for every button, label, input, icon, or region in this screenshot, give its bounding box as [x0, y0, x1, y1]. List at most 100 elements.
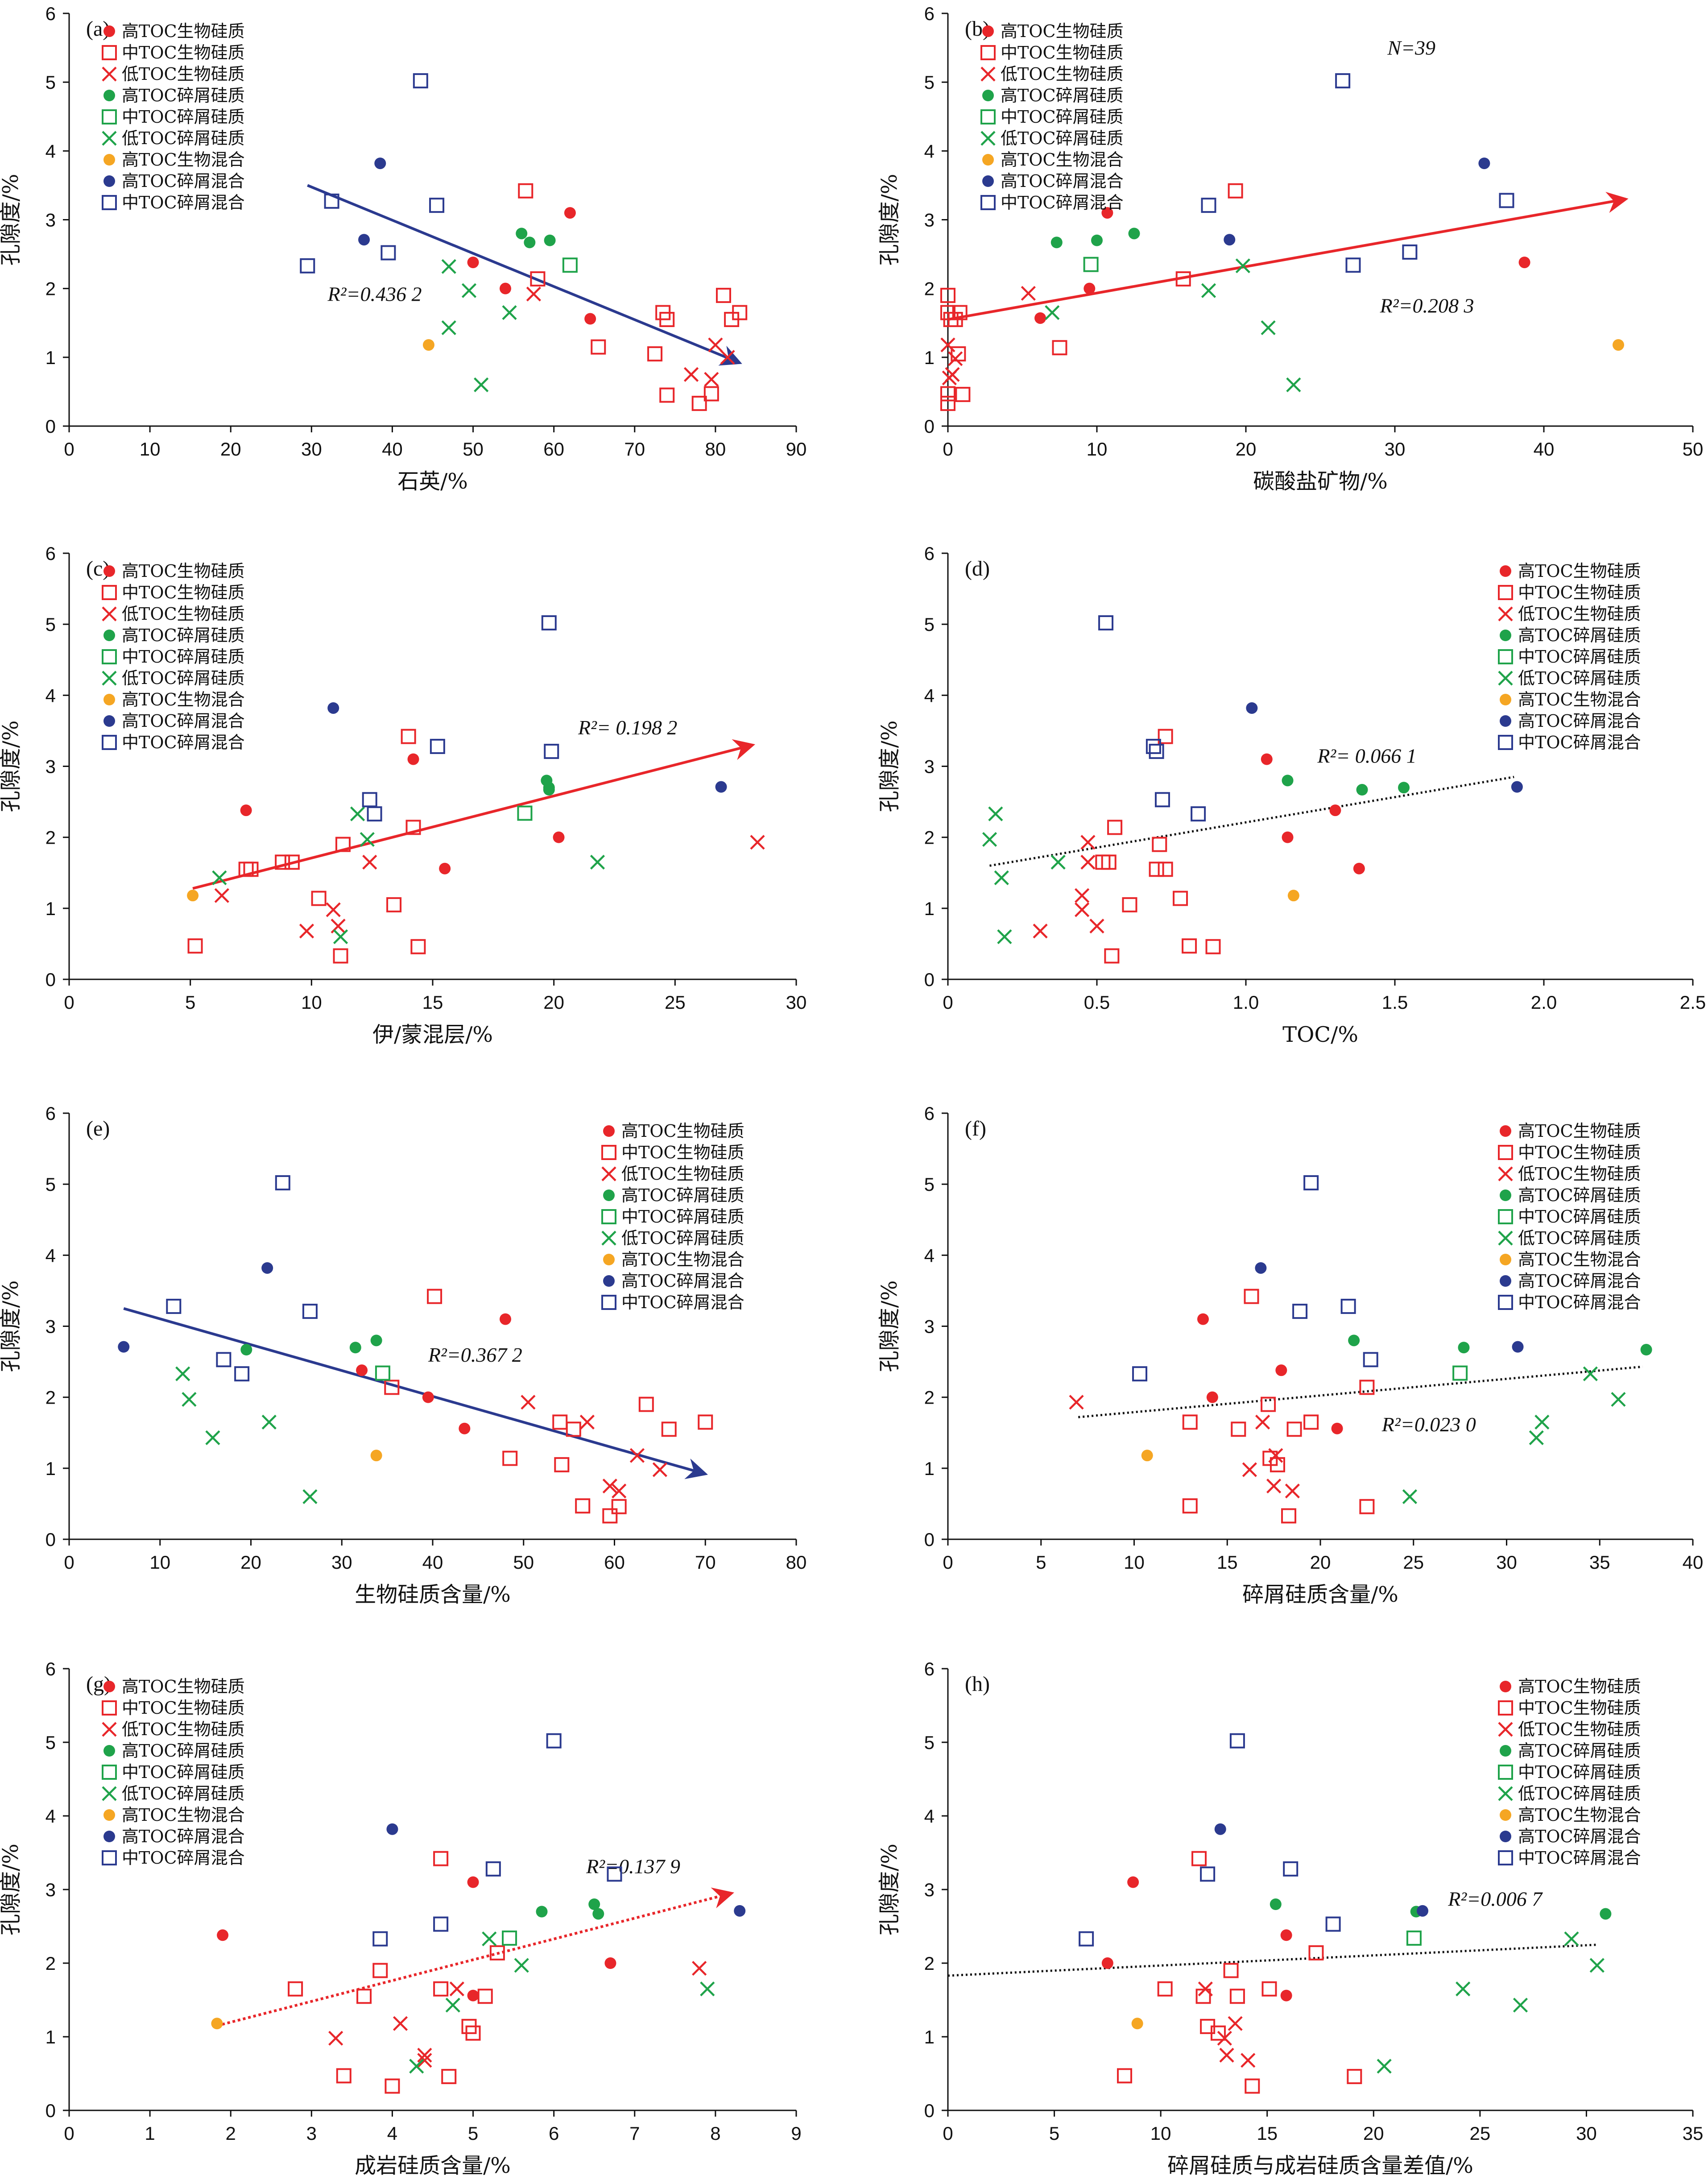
data-point-hb — [1261, 753, 1273, 765]
legend-marker-md — [102, 649, 117, 664]
data-point-mb — [1101, 854, 1117, 870]
legend-marker-hb — [1500, 565, 1511, 577]
legend-marker-hd — [1500, 630, 1511, 641]
legend-marker-hdm — [1500, 715, 1511, 727]
x-tick-label: 10 — [149, 1552, 170, 1573]
data-point-mb — [333, 948, 348, 964]
y-axis-title: 孔隙度/% — [877, 1281, 902, 1372]
legend-label-md: 中TOC碎屑硅质 — [1518, 1207, 1641, 1227]
data-point-lb — [720, 350, 735, 365]
data-point-mb — [659, 312, 675, 327]
data-point-mb — [1286, 1421, 1302, 1437]
data-point-ld — [474, 377, 489, 393]
legend-label-hbm: 高TOC生物混合 — [1518, 690, 1641, 709]
x-axis-title: 碳酸盐矿物/% — [1253, 469, 1388, 494]
data-point-hb — [1353, 862, 1365, 874]
x-tick-label: 20 — [1236, 439, 1257, 460]
y-tick-label: 4 — [924, 1806, 935, 1827]
data-point-hb — [1206, 1391, 1218, 1403]
y-axis-title: 孔隙度/% — [0, 721, 23, 812]
data-point-ld — [1456, 1981, 1471, 1997]
r-squared-label: R²= 0.066 1 — [1317, 745, 1416, 767]
legend-label-hdm: 高TOC碎屑混合 — [1001, 171, 1124, 191]
data-point-mdm — [362, 792, 377, 808]
legend-marker-mdm — [102, 1850, 117, 1865]
data-point-ld — [502, 305, 517, 320]
data-point-lb — [1080, 835, 1096, 850]
legend-marker-hbm — [1500, 694, 1511, 705]
legend-marker-hb — [1500, 1681, 1511, 1692]
legend-marker-ld — [1498, 1786, 1513, 1801]
y-tick-label: 4 — [45, 1806, 56, 1827]
y-tick-label: 1 — [924, 898, 935, 919]
legend-marker-hbm — [103, 694, 115, 705]
data-point-mb — [433, 1981, 449, 1997]
data-point-hb — [467, 1989, 479, 2002]
data-point-lb — [940, 337, 955, 352]
data-point-mb — [1149, 862, 1164, 877]
legend-label-hb: 高TOC生物硅质 — [1518, 1677, 1641, 1696]
data-point-mb — [602, 1508, 618, 1524]
panel-e: 0 10 20 30 40 50 60 70 80 0 1 2 3 4 5 6 生物硅质含量/% 孔隙度/% (e)… — [0, 1103, 806, 1607]
data-point-ld — [441, 320, 456, 336]
x-axis-title: 碎屑硅质含量/% — [1242, 1582, 1398, 1607]
legend-marker-md — [1498, 1765, 1513, 1780]
legend-label-md: 中TOC碎屑硅质 — [122, 1762, 245, 1782]
data-point-ld — [1564, 1931, 1579, 1947]
x-tick-label: 40 — [382, 439, 403, 460]
data-point-mb — [1158, 729, 1173, 744]
data-point-mb — [1052, 340, 1067, 356]
legend-marker-lb — [601, 1166, 616, 1181]
r-squared-label: R²=0.006 7 — [1447, 1887, 1543, 1910]
legend: 高TOC生物硅质中TOC生物硅质低TOC生物硅质高TOC碎屑硅质中TOC碎屑硅质… — [980, 21, 1124, 212]
data-point-mb — [284, 854, 300, 870]
data-point-lb — [683, 367, 699, 382]
x-tick-label: 30 — [1496, 1552, 1517, 1573]
legend-label-hd: 高TOC碎屑硅质 — [1518, 626, 1641, 645]
data-point-mb — [1229, 1989, 1245, 2004]
legend-label-hb: 高TOC生物硅质 — [122, 21, 245, 41]
x-tick-label: 5 — [1036, 1552, 1046, 1573]
y-tick-label: 1 — [924, 1458, 935, 1479]
legend-marker-hdm — [103, 1831, 115, 1842]
data-point-ld — [1402, 1489, 1417, 1504]
data-point-mb — [386, 897, 402, 912]
data-point-mb — [951, 346, 966, 362]
legend-label-lb: 低TOC生物硅质 — [1518, 604, 1641, 624]
data-point-lb — [1089, 919, 1104, 934]
data-point-mb — [943, 312, 959, 327]
data-point-hdm — [1255, 1262, 1267, 1274]
data-point-mb — [575, 1498, 591, 1514]
x-tick-label: 25 — [665, 992, 686, 1013]
data-point-mb — [275, 854, 290, 870]
data-point-ld — [700, 1981, 715, 1997]
data-point-lb — [526, 286, 541, 302]
legend-marker-hdm — [982, 175, 994, 187]
x-tick-label: 1.5 — [1382, 992, 1408, 1013]
data-point-lb — [1080, 854, 1096, 870]
data-point-mdm — [275, 1175, 290, 1190]
x-tick-label: 15 — [1217, 1552, 1238, 1573]
data-point-hb — [407, 753, 419, 765]
data-point-lb — [1242, 1462, 1257, 1477]
data-point-ld — [1286, 377, 1301, 393]
y-tick-label: 4 — [45, 685, 56, 706]
data-point-ld — [350, 806, 365, 821]
data-point-mdm — [541, 615, 557, 630]
trend-line — [947, 1944, 1597, 1977]
data-point-hd — [370, 1334, 382, 1347]
data-point-lb — [299, 924, 314, 939]
x-tick-label: 0 — [64, 439, 74, 460]
data-point-mb — [1158, 862, 1173, 877]
x-axis-title: TOC/% — [1282, 1022, 1358, 1047]
data-point-mb — [940, 396, 955, 411]
data-point-hd — [1050, 236, 1063, 249]
legend-marker-ld — [601, 1231, 616, 1246]
trend-line — [989, 775, 1514, 867]
data-point-lb — [417, 2053, 432, 2068]
data-point-lb — [362, 854, 377, 870]
legend-label-mb: 中TOC生物硅质 — [621, 1143, 744, 1162]
data-point-mb — [427, 1289, 443, 1304]
y-tick-label: 3 — [924, 210, 935, 231]
